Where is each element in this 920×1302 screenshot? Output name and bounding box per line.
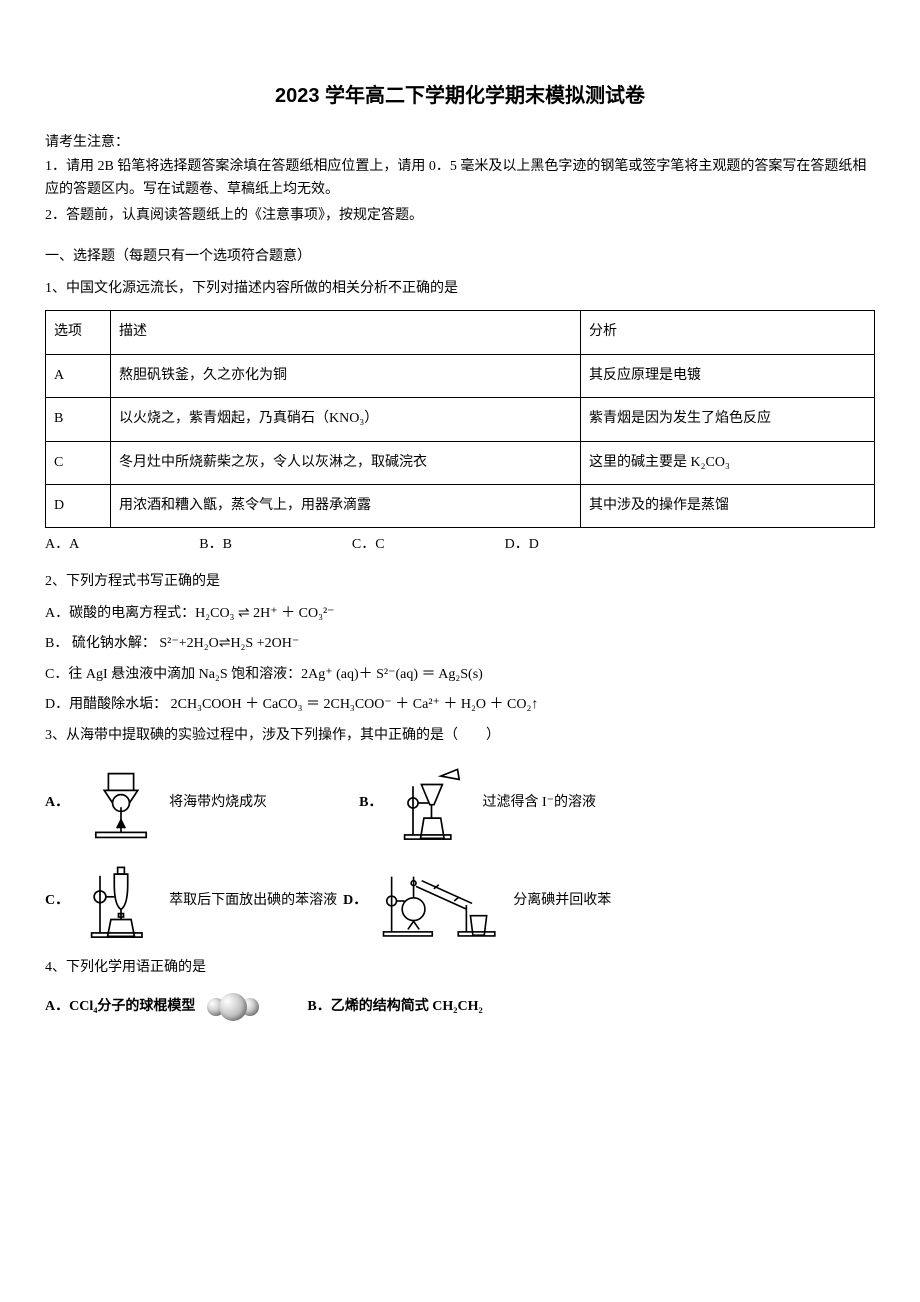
cell: 冬月灶中所烧薪柴之灰，令人以灰淋之，取碱浣衣: [111, 441, 581, 484]
notice-line-1: 1．请用 2B 铅笔将选择题答案涂填在答题纸相应位置上，请用 0．5 毫米及以上…: [45, 156, 875, 201]
notice-line-2: 2．答题前，认真阅读答题纸上的《注意事项》，按规定答题。: [45, 205, 875, 227]
crucible-burner-icon: [79, 761, 163, 845]
table-row: B 以火烧之，紫青烟起，乃真硝石（KNO₃） 紫青烟是因为发生了焰色反应: [46, 398, 875, 441]
q2-a: A．碳酸的电离方程式：H₂CO₃ ⇌ 2H⁺ ＋ CO₃²⁻: [45, 603, 875, 625]
q1-choices: A．A B．B C．C D．D: [45, 534, 875, 556]
choice-a: A．A: [45, 534, 79, 556]
ball-stick-model-icon: [207, 993, 259, 1021]
q2-d: D．用醋酸除水垢： 2CH₃COOH ＋ CaCO₃ ＝ 2CH₃COO⁻ ＋ …: [45, 694, 875, 716]
choice-b: B．B: [199, 534, 232, 556]
q4-b-text: B．乙烯的结构简式 CH₂CH₂: [307, 996, 482, 1018]
q2-c: C．往 AgI 悬浊液中滴加 Na₂S 饱和溶液：2Ag⁺ (aq)＋ S²⁻(…: [45, 664, 875, 686]
cell: 其中涉及的操作是蒸馏: [581, 484, 875, 527]
choice-d: D．D: [505, 534, 539, 556]
cell: 熬胆矾铁釜，久之亦化为铜: [111, 354, 581, 397]
q3-a-text: 将海带灼烧成灰: [169, 792, 267, 814]
q3-b-text: 过滤得含 I⁻的溶液: [482, 792, 596, 814]
q4-stem: 4、下列化学用语正确的是: [45, 957, 875, 979]
th-analysis: 分析: [581, 311, 875, 354]
cell: 以火烧之，紫青烟起，乃真硝石（KNO₃）: [111, 398, 581, 441]
q3-row-ab: A． 将海带灼烧成灰 B． 过滤得含 I⁻的溶液: [45, 761, 875, 845]
q2-stem: 2、下列方程式书写正确的是: [45, 571, 875, 593]
label-d: D．: [343, 890, 367, 912]
filter-funnel-icon: [392, 761, 476, 845]
q3-c-text: 萃取后下面放出碘的苯溶液: [169, 890, 337, 912]
distillation-icon: [377, 859, 507, 943]
page-title: 2023 学年高二下学期化学期末模拟测试卷: [45, 80, 875, 112]
label-b: B．: [359, 792, 382, 814]
label-a: A．: [45, 792, 69, 814]
cell: D: [46, 484, 111, 527]
notice-header: 请考生注意：: [45, 132, 875, 154]
th-option: 选项: [46, 311, 111, 354]
q2-b: B． 硫化钠水解： S²⁻+2H₂O⇌H₂S +2OH⁻: [45, 633, 875, 655]
separating-funnel-icon: [79, 859, 163, 943]
cell: 其反应原理是电镀: [581, 354, 875, 397]
label-c: C．: [45, 890, 69, 912]
cell: C: [46, 441, 111, 484]
q1-table: 选项 描述 分析 A 熬胆矾铁釜，久之亦化为铜 其反应原理是电镀 B 以火烧之，…: [45, 310, 875, 528]
cell: 这里的碱主要是 K₂CO₃: [581, 441, 875, 484]
cell: A: [46, 354, 111, 397]
section-1-title: 一、选择题（每题只有一个选项符合题意）: [45, 246, 875, 268]
cell: 紫青烟是因为发生了焰色反应: [581, 398, 875, 441]
q4-row-ab: A．CCl₄分子的球棍模型 B．乙烯的结构简式 CH₂CH₂: [45, 993, 875, 1021]
choice-c: C．C: [352, 534, 385, 556]
table-row: D 用浓酒和糟入甑，蒸令气上，用器承滴露 其中涉及的操作是蒸馏: [46, 484, 875, 527]
table-row: C 冬月灶中所烧薪柴之灰，令人以灰淋之，取碱浣衣 这里的碱主要是 K₂CO₃: [46, 441, 875, 484]
table-header-row: 选项 描述 分析: [46, 311, 875, 354]
q4-a-text: A．CCl₄分子的球棍模型: [45, 996, 195, 1018]
cell: 用浓酒和糟入甑，蒸令气上，用器承滴露: [111, 484, 581, 527]
q3-d-text: 分离碘并回收苯: [513, 890, 611, 912]
cell: B: [46, 398, 111, 441]
q3-stem: 3、从海带中提取碘的实验过程中，涉及下列操作，其中正确的是（ ）: [45, 725, 875, 747]
q1-stem: 1、中国文化源远流长，下列对描述内容所做的相关分析不正确的是: [45, 278, 875, 300]
th-desc: 描述: [111, 311, 581, 354]
table-row: A 熬胆矾铁釜，久之亦化为铜 其反应原理是电镀: [46, 354, 875, 397]
q3-row-cd: C． 萃取后下面放出碘的苯溶液 D． 分离碘并回收苯: [45, 859, 875, 943]
